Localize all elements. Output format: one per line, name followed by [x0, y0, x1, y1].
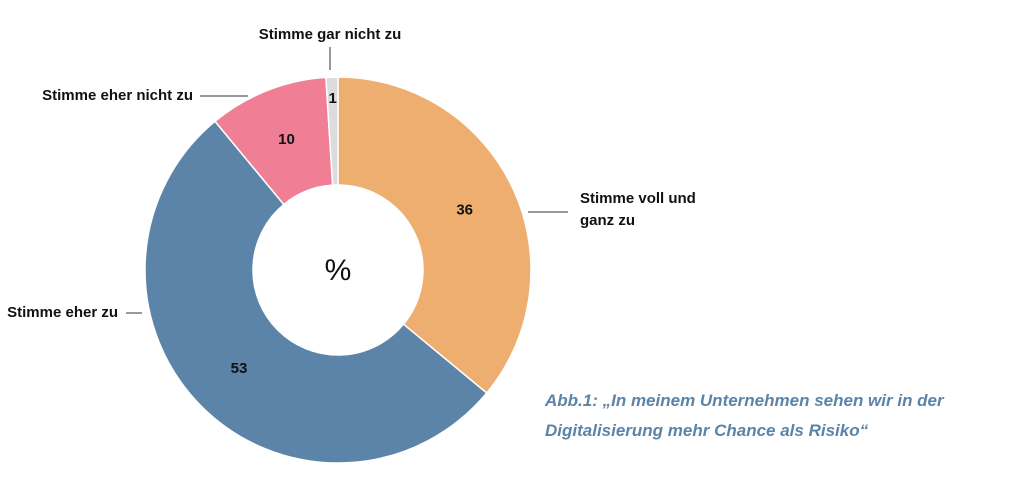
value-label: 36: [456, 201, 473, 218]
category-label: Stimme gar nicht zu: [258, 26, 402, 43]
value-label: 53: [231, 360, 248, 377]
donut-segment: [337, 76, 532, 395]
donut-segment: [144, 120, 488, 464]
category-label: Stimme eher zu: [7, 304, 118, 321]
category-label: Stimme voll und ganz zu: [580, 190, 696, 229]
chart-title: Abb.1: „In meinem Unternehmen sehen wir …: [545, 391, 944, 440]
value-label: 10: [278, 131, 295, 148]
value-label: 1: [328, 90, 336, 107]
center-label: %: [325, 254, 352, 287]
donut-segment: [325, 76, 339, 186]
category-label: Stimme eher nicht zu: [42, 87, 193, 104]
